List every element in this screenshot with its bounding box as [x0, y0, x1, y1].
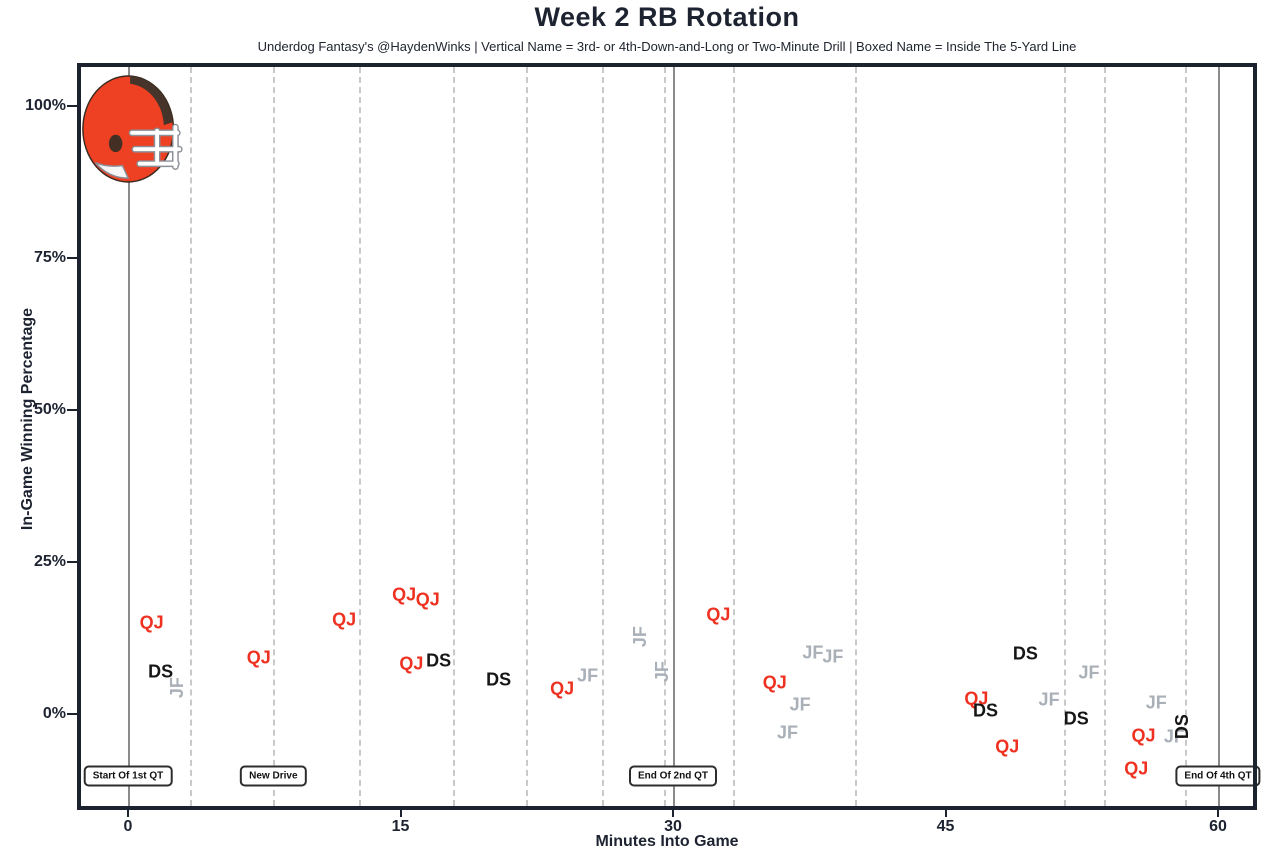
- event-label-box: End Of 2nd QT: [629, 765, 717, 787]
- player-label-DS: DS: [1171, 713, 1192, 739]
- x-tick-label: 0: [123, 818, 133, 835]
- player-label-QJ: QJ: [762, 672, 787, 693]
- player-label-QJ: QJ: [550, 678, 575, 699]
- player-label-JF: JF: [577, 665, 599, 686]
- plot-frame: [77, 63, 1257, 810]
- x-tick-mark: [944, 806, 947, 817]
- y-tick-label: 25%: [33, 553, 66, 570]
- browns-helmet-logo: [82, 75, 183, 183]
- quarter-gridline: [673, 67, 675, 806]
- player-label-QJ: QJ: [964, 688, 989, 709]
- new-drive-gridline: [1063, 67, 1066, 806]
- event-label-box: End Of 4th QT: [1175, 765, 1261, 787]
- new-drive-gridline: [189, 67, 192, 806]
- player-label-JF: JF: [802, 642, 824, 663]
- new-drive-gridline: [273, 67, 276, 806]
- player-label-JF: JF: [1078, 662, 1100, 683]
- y-tick-label: 100%: [25, 97, 66, 114]
- player-label-JF: JF: [630, 625, 651, 647]
- new-drive-gridline: [732, 67, 735, 806]
- x-tick-mark: [1217, 806, 1220, 817]
- x-tick-mark: [399, 806, 402, 817]
- new-drive-gridline: [854, 67, 857, 806]
- player-label-QJ: QJ: [995, 736, 1020, 757]
- y-tick-mark: [67, 105, 77, 107]
- player-label-JF: JF: [776, 722, 798, 743]
- new-drive-gridline: [1103, 67, 1106, 806]
- x-tick-label: 45: [936, 818, 955, 835]
- y-axis-title: In-Game Winning Percentage: [19, 307, 36, 531]
- player-label-DS: DS: [148, 661, 174, 682]
- player-label-QJ: QJ: [246, 647, 271, 668]
- player-label-JF: JF: [822, 646, 844, 667]
- player-label-QJ: QJ: [1131, 725, 1156, 746]
- player-label-JF: JF: [1038, 689, 1060, 710]
- event-label-box: New Drive: [240, 765, 307, 787]
- event-label-box: Start Of 1st QT: [83, 765, 173, 787]
- x-axis-title: Minutes Into Game: [595, 833, 739, 850]
- player-label-JF: JF: [652, 661, 673, 683]
- player-label-JF: JF: [789, 694, 811, 715]
- y-tick-label: 75%: [33, 249, 66, 266]
- player-label-DS: DS: [972, 700, 998, 721]
- new-drive-gridline: [663, 67, 666, 806]
- chart-subtitle: Underdog Fantasy's @HaydenWinks | Vertic…: [257, 39, 1077, 54]
- new-drive-gridline: [525, 67, 528, 806]
- quarter-gridline: [1218, 67, 1221, 806]
- player-label-QJ: QJ: [1124, 758, 1149, 779]
- player-label-DS: DS: [426, 650, 452, 671]
- x-tick-label: 60: [1209, 818, 1227, 835]
- new-drive-gridline: [453, 67, 456, 806]
- player-label-DS: DS: [1012, 643, 1038, 664]
- y-tick-label: 0%: [42, 705, 66, 722]
- quarter-gridline: [128, 67, 130, 806]
- player-label-QJ: QJ: [139, 612, 164, 633]
- x-tick-label: 30: [664, 818, 682, 835]
- player-label-QJ: QJ: [392, 584, 417, 605]
- player-label-QJ: QJ: [332, 609, 357, 630]
- player-label-DS: DS: [1063, 708, 1089, 729]
- y-tick-mark: [67, 561, 77, 563]
- player-label-QJ: QJ: [415, 589, 440, 610]
- new-drive-gridline: [1185, 67, 1188, 806]
- player-label-JF: JF: [167, 676, 188, 698]
- player-label-QJ: QJ: [399, 653, 424, 674]
- player-label-DS: DS: [486, 669, 512, 690]
- x-tick-label: 15: [391, 818, 410, 835]
- y-tick-label: 50%: [33, 401, 66, 418]
- player-label-JF: JF: [1163, 726, 1185, 747]
- x-tick-mark: [672, 806, 674, 817]
- new-drive-gridline: [602, 67, 605, 806]
- y-tick-mark: [67, 257, 77, 259]
- player-label-QJ: QJ: [706, 604, 731, 625]
- x-tick-mark: [127, 806, 129, 817]
- chart-title: Week 2 RB Rotation: [534, 2, 800, 32]
- y-tick-mark: [67, 713, 77, 715]
- y-tick-mark: [67, 409, 77, 411]
- player-label-JF: JF: [1145, 692, 1167, 713]
- new-drive-gridline: [358, 67, 361, 806]
